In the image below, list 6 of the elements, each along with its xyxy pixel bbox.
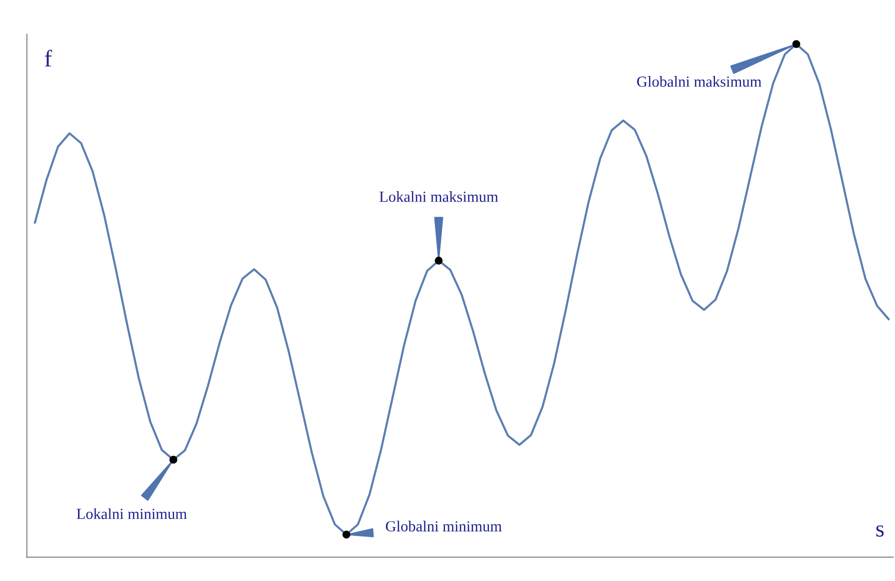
x-axis-title: s <box>876 525 884 537</box>
annotation: Lokalni maksimum <box>380 191 498 202</box>
annotation: Lokalni minimum <box>76 508 187 520</box>
annotation: Globalni minimum <box>386 520 502 532</box>
annotation: Globalni maksimum <box>637 76 762 87</box>
y-axis-title: f <box>44 50 52 66</box>
